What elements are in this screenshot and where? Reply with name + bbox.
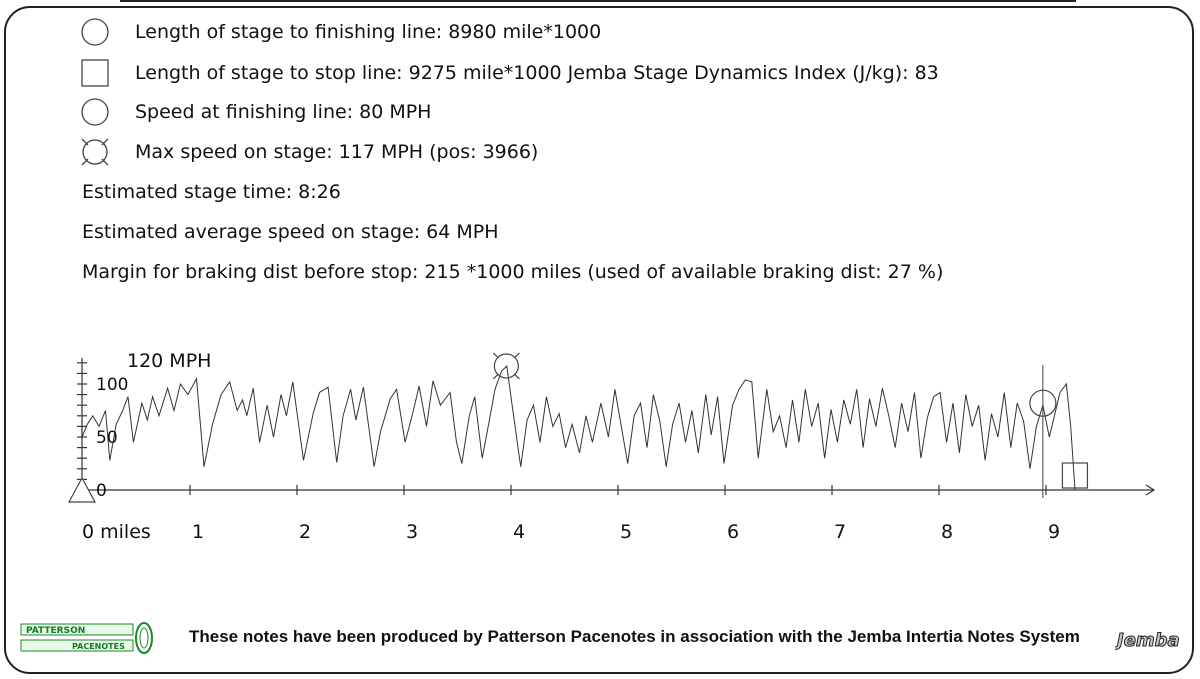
circle-icon — [81, 98, 109, 126]
legend-finish-length: Length of stage to finishing line: 8980 … — [80, 17, 601, 47]
max-speed-marker-tick — [513, 373, 520, 380]
x-tick-label: 8 — [941, 521, 953, 543]
stop-square-marker — [1061, 462, 1089, 489]
speed-series-line — [81, 364, 1076, 491]
footer-credit: These notes have been produced by Patter… — [189, 627, 1080, 646]
y-tick-label: 100 — [96, 375, 128, 395]
jemba-logo: Jemba — [1115, 630, 1180, 652]
y-tick-label: 50 — [96, 428, 118, 448]
chart-axes — [77, 358, 1156, 496]
page-frame — [4, 6, 1194, 674]
circle-icon — [81, 18, 109, 46]
finish-speed-text: Speed at finishing line: 80 MPH — [135, 101, 432, 123]
max-speed-marker-tick — [513, 352, 520, 359]
x-tick-label: 7 — [834, 521, 846, 543]
legend-finish-speed: Speed at finishing line: 80 MPH — [80, 97, 431, 127]
x-tick-label: 9 — [1048, 521, 1060, 543]
speed-chart: 0 miles 1 2 3 4 5 6 7 8 9 0 50 100 120 MPH — [67, 350, 1156, 543]
jemba-logo-text: Jemba — [1115, 630, 1180, 651]
y-axis-label: 120 MPH — [127, 350, 211, 372]
x-tick-label: 0 miles — [82, 521, 151, 543]
max-speed-text: Max speed on stage: 117 MPH (pos: 3966) — [135, 141, 539, 163]
square-icon — [81, 59, 109, 87]
stop-length-text: Length of stage to stop line: 9275 mile*… — [135, 62, 939, 84]
max-speed-marker-tick — [492, 352, 499, 359]
logo-word-top: PATTERSON — [26, 626, 85, 636]
speed-line-layer — [81, 364, 1076, 491]
stage-time: Estimated stage time: 8:26 — [82, 181, 341, 203]
max-speed-marker — [493, 353, 519, 379]
x-axis-arrow — [1145, 484, 1156, 496]
x-tick-label: 6 — [727, 521, 739, 543]
legend-max-speed: Max speed on stage: 117 MPH (pos: 3966) — [80, 137, 538, 167]
legend-stop-length: Length of stage to stop line: 9275 mile*… — [80, 58, 939, 88]
circle-x-icon — [81, 138, 109, 166]
label-layer: 0 miles 1 2 3 4 5 6 7 8 9 0 50 100 120 MPH — [82, 350, 1060, 543]
logo-word-bottom: PACENOTES — [72, 642, 125, 651]
finish-speed-marker — [1029, 389, 1057, 417]
max-speed-marker-tick — [492, 373, 499, 380]
x-tick-label: 3 — [406, 521, 418, 543]
finish-length-text: Length of stage to finishing line: 8980 … — [135, 21, 602, 43]
x-tick-label: 4 — [513, 521, 525, 543]
y-tick-label: 0 — [96, 481, 107, 501]
x-tick-label: 5 — [620, 521, 632, 543]
marker-layer — [67, 352, 1089, 503]
start-triangle-marker — [67, 476, 97, 503]
patterson-pacenotes-logo: PATTERSON PACENOTES — [20, 622, 153, 654]
x-tick-label: 1 — [192, 521, 204, 543]
x-tick-label: 2 — [299, 521, 311, 543]
average-speed: Estimated average speed on stage: 64 MPH — [82, 221, 499, 243]
top-rule — [120, 0, 1076, 2]
braking-margin: Margin for braking dist before stop: 215… — [82, 261, 944, 283]
